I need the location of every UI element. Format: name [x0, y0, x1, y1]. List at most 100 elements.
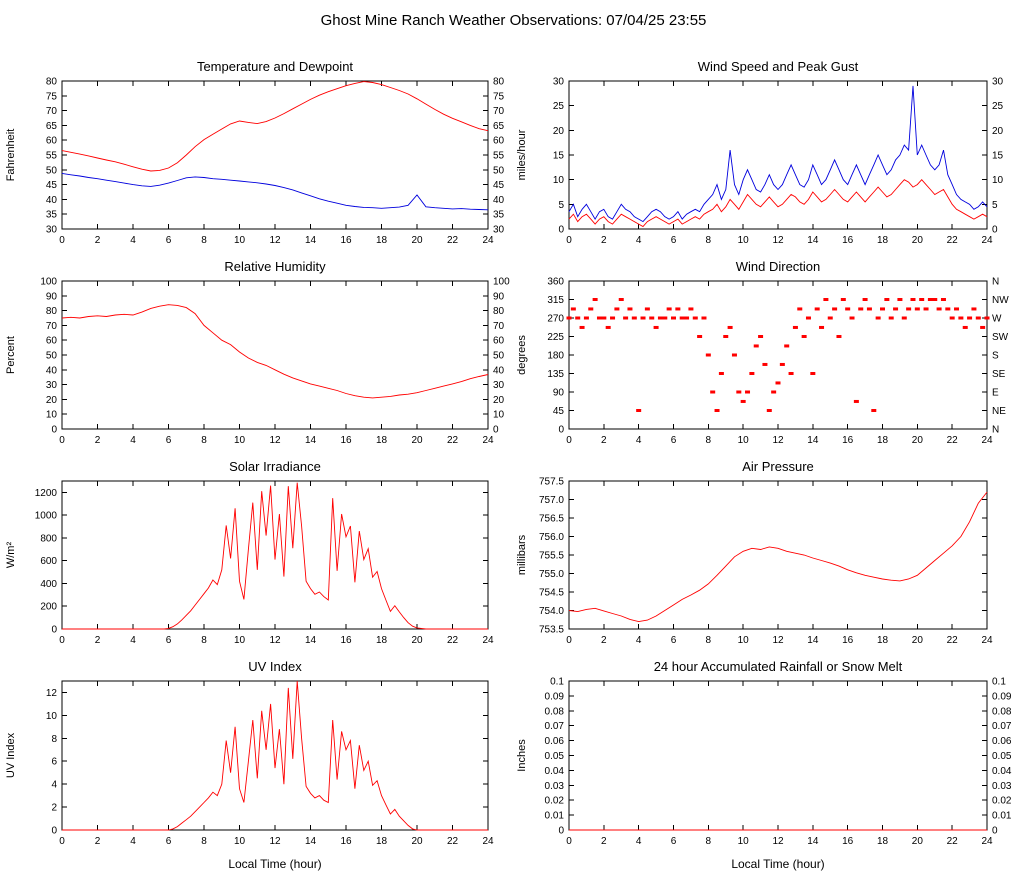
svg-text:0.05: 0.05	[992, 751, 1012, 762]
svg-text:4: 4	[51, 780, 57, 791]
svg-text:6: 6	[166, 235, 172, 246]
svg-text:40: 40	[46, 195, 58, 206]
svg-text:12: 12	[772, 235, 784, 246]
svg-text:24: 24	[482, 435, 494, 446]
svg-text:75: 75	[46, 91, 58, 102]
svg-text:14: 14	[807, 836, 819, 847]
svg-text:25: 25	[553, 101, 565, 112]
svg-text:0: 0	[558, 425, 564, 436]
svg-text:30: 30	[46, 380, 58, 391]
svg-text:60: 60	[493, 136, 505, 147]
svg-text:6: 6	[51, 757, 57, 768]
svg-text:8: 8	[706, 235, 712, 246]
svg-text:16: 16	[340, 836, 352, 847]
svg-text:22: 22	[947, 836, 959, 847]
svg-text:756.5: 756.5	[539, 514, 564, 525]
svg-text:0.04: 0.04	[545, 766, 565, 777]
svg-text:0.08: 0.08	[992, 706, 1012, 717]
svg-text:0: 0	[566, 635, 572, 646]
svg-text:55: 55	[46, 151, 58, 162]
svg-text:10: 10	[46, 410, 58, 421]
svg-text:millibars: millibars	[516, 534, 528, 575]
svg-text:60: 60	[493, 336, 505, 347]
svg-text:NE: NE	[992, 406, 1006, 417]
svg-text:0: 0	[51, 625, 57, 636]
svg-text:25: 25	[992, 101, 1004, 112]
svg-text:12: 12	[269, 635, 281, 646]
svg-text:2: 2	[95, 635, 101, 646]
svg-text:754.0: 754.0	[539, 606, 564, 617]
svg-text:4: 4	[130, 635, 136, 646]
svg-text:0: 0	[558, 826, 564, 837]
svg-text:miles/hour: miles/hour	[516, 129, 528, 180]
svg-text:20: 20	[411, 635, 423, 646]
svg-text:45: 45	[553, 406, 565, 417]
svg-text:0: 0	[51, 425, 57, 436]
svg-text:600: 600	[40, 556, 57, 567]
svg-text:22: 22	[447, 836, 459, 847]
svg-text:20: 20	[912, 635, 924, 646]
svg-text:E: E	[992, 388, 999, 399]
svg-text:8: 8	[706, 836, 712, 847]
svg-text:24: 24	[981, 635, 993, 646]
chart-temperature-dewpoint: 0 2 4 6 8 10 12 14 16 18 20 22 24 30 30 35 35 40 40 45 45 50 5…	[0, 55, 513, 255]
svg-text:0.06: 0.06	[545, 736, 565, 747]
svg-text:10: 10	[738, 635, 750, 646]
solar-irradiance-plot: 0 2 4 6 8 10 12 14 16 18 20 22 240200400600800100012…	[5, 459, 494, 646]
svg-text:315: 315	[547, 295, 564, 306]
svg-text:0: 0	[59, 635, 65, 646]
svg-text:0: 0	[566, 235, 572, 246]
svg-text:0.09: 0.09	[992, 691, 1012, 702]
svg-text:2: 2	[601, 235, 607, 246]
svg-text:35: 35	[46, 210, 58, 221]
charts-grid: 0 2 4 6 8 10 12 14 16 18 20 22 24 30 30 35 35 40 40 45 45 50 5…	[0, 55, 1027, 878]
svg-text:22: 22	[947, 235, 959, 246]
svg-text:4: 4	[636, 235, 642, 246]
svg-text:24: 24	[482, 635, 494, 646]
svg-text:22: 22	[947, 635, 959, 646]
svg-text:5: 5	[992, 200, 998, 211]
svg-text:0: 0	[558, 225, 564, 236]
svg-text:8: 8	[201, 635, 207, 646]
page-title: Ghost Mine Ranch Weather Observations: 0…	[320, 12, 707, 29]
svg-text:10: 10	[738, 435, 750, 446]
svg-text:0.02: 0.02	[545, 796, 565, 807]
svg-text:Solar Irradiance: Solar Irradiance	[229, 459, 321, 474]
svg-text:10: 10	[234, 635, 246, 646]
svg-text:30: 30	[553, 77, 565, 88]
svg-text:0.04: 0.04	[992, 766, 1012, 777]
svg-text:2: 2	[601, 836, 607, 847]
svg-text:50: 50	[493, 165, 505, 176]
svg-text:4: 4	[130, 836, 136, 847]
svg-text:0.1: 0.1	[992, 677, 1006, 688]
svg-text:14: 14	[305, 235, 317, 246]
svg-text:4: 4	[636, 635, 642, 646]
svg-text:16: 16	[340, 235, 352, 246]
svg-text:14: 14	[807, 235, 819, 246]
svg-text:18: 18	[376, 435, 388, 446]
chart-relative-humidity: 0 2 4 6 8 10 12 14 16 18 20 22 24 0 0 10 10 20 20 30 30 40 40 5…	[0, 255, 513, 455]
svg-text:80: 80	[493, 77, 505, 88]
chart-wind-speed-gust: 0 2 4 6 8 10 12 14 16 18 20 22 24 0 0 5 5 10 10 15 15 20 20 25 2…	[513, 55, 1027, 255]
svg-text:757.0: 757.0	[539, 495, 564, 506]
svg-text:360: 360	[547, 277, 564, 288]
svg-text:18: 18	[877, 435, 889, 446]
svg-text:0.07: 0.07	[545, 721, 565, 732]
svg-text:18: 18	[376, 635, 388, 646]
svg-text:0: 0	[59, 836, 65, 847]
svg-text:100: 100	[40, 277, 57, 288]
svg-text:20: 20	[411, 836, 423, 847]
svg-text:6: 6	[671, 435, 677, 446]
svg-text:754.5: 754.5	[539, 588, 564, 599]
svg-text:10: 10	[234, 235, 246, 246]
svg-text:10: 10	[553, 175, 565, 186]
svg-text:12: 12	[772, 635, 784, 646]
svg-text:Air Pressure: Air Pressure	[742, 459, 814, 474]
svg-text:755.0: 755.0	[539, 569, 564, 580]
svg-text:UV Index: UV Index	[5, 732, 17, 778]
svg-text:4: 4	[130, 235, 136, 246]
svg-text:degrees: degrees	[516, 335, 528, 375]
svg-text:10: 10	[234, 836, 246, 847]
svg-text:20: 20	[411, 235, 423, 246]
svg-text:2: 2	[95, 435, 101, 446]
